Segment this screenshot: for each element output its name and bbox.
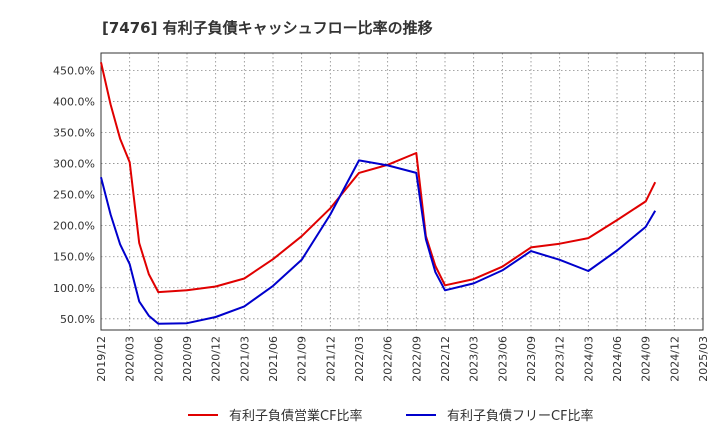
series-lines [100, 62, 657, 325]
plot-frame [100, 52, 704, 331]
y-tick-label: 50.0% [60, 313, 95, 326]
y-tick-label: 100.0% [53, 282, 95, 295]
y-tick-label: 250.0% [53, 189, 95, 202]
x-tick-label: 2023/09 [525, 336, 538, 382]
x-tick-label: 2024/12 [668, 336, 681, 382]
x-tick-label: 2020/09 [181, 336, 194, 382]
grid [100, 53, 704, 330]
x-tick-label: 2022/06 [382, 336, 395, 382]
x-tick-label: 2020/06 [152, 336, 165, 382]
x-tick-label: 2022/03 [353, 336, 366, 382]
x-tick-label: 2020/03 [124, 336, 137, 382]
x-tick-label: 2022/12 [439, 336, 452, 382]
legend-label-free-cf: 有利子負債フリーCF比率 [447, 408, 594, 424]
x-tick-label: 2023/03 [468, 336, 481, 382]
y-tick-label: 150.0% [53, 251, 95, 264]
x-tick-label: 2020/12 [210, 336, 223, 382]
x-tick-label: 2021/09 [296, 336, 309, 382]
x-tick-label: 2021/06 [267, 336, 280, 382]
y-tick-label: 350.0% [53, 126, 95, 139]
y-tick-label: 400.0% [53, 95, 95, 108]
x-tick-label: 2024/03 [582, 336, 595, 382]
x-tick-label: 2022/09 [410, 336, 423, 382]
x-tick-label: 2021/03 [238, 336, 251, 382]
x-tick-label: 2019/12 [95, 336, 108, 382]
y-axis-tick-labels: 50.0% 100.0% 150.0% 200.0% 250.0% 300.0% 350.0… [53, 64, 95, 325]
x-tick-label: 2023/12 [554, 336, 567, 382]
x-axis-tick-labels: 2019/12 2020/03 2020/06 2020/09 2020/12 2021/… [95, 336, 710, 382]
series-line-operating-cf [100, 62, 657, 294]
legend-label-operating-cf: 有利子負債営業CF比率 [229, 408, 363, 424]
x-tick-label: 2023/06 [496, 336, 509, 382]
legend: 有利子負債営業CF比率 有利子負債フリーCF比率 [188, 408, 594, 424]
x-tick-label: 2024/06 [611, 336, 624, 382]
x-tick-label: 2025/03 [697, 336, 710, 382]
x-tick-label: 2021/12 [324, 336, 337, 382]
chart-title: [7476] 有利子負債キャッシュフロー比率の推移 [102, 19, 433, 37]
y-tick-label: 300.0% [53, 158, 95, 171]
x-tick-label: 2024/09 [640, 336, 653, 382]
series-line-free-cf [100, 159, 657, 325]
y-tick-label: 200.0% [53, 220, 95, 233]
y-tick-label: 450.0% [53, 64, 95, 77]
